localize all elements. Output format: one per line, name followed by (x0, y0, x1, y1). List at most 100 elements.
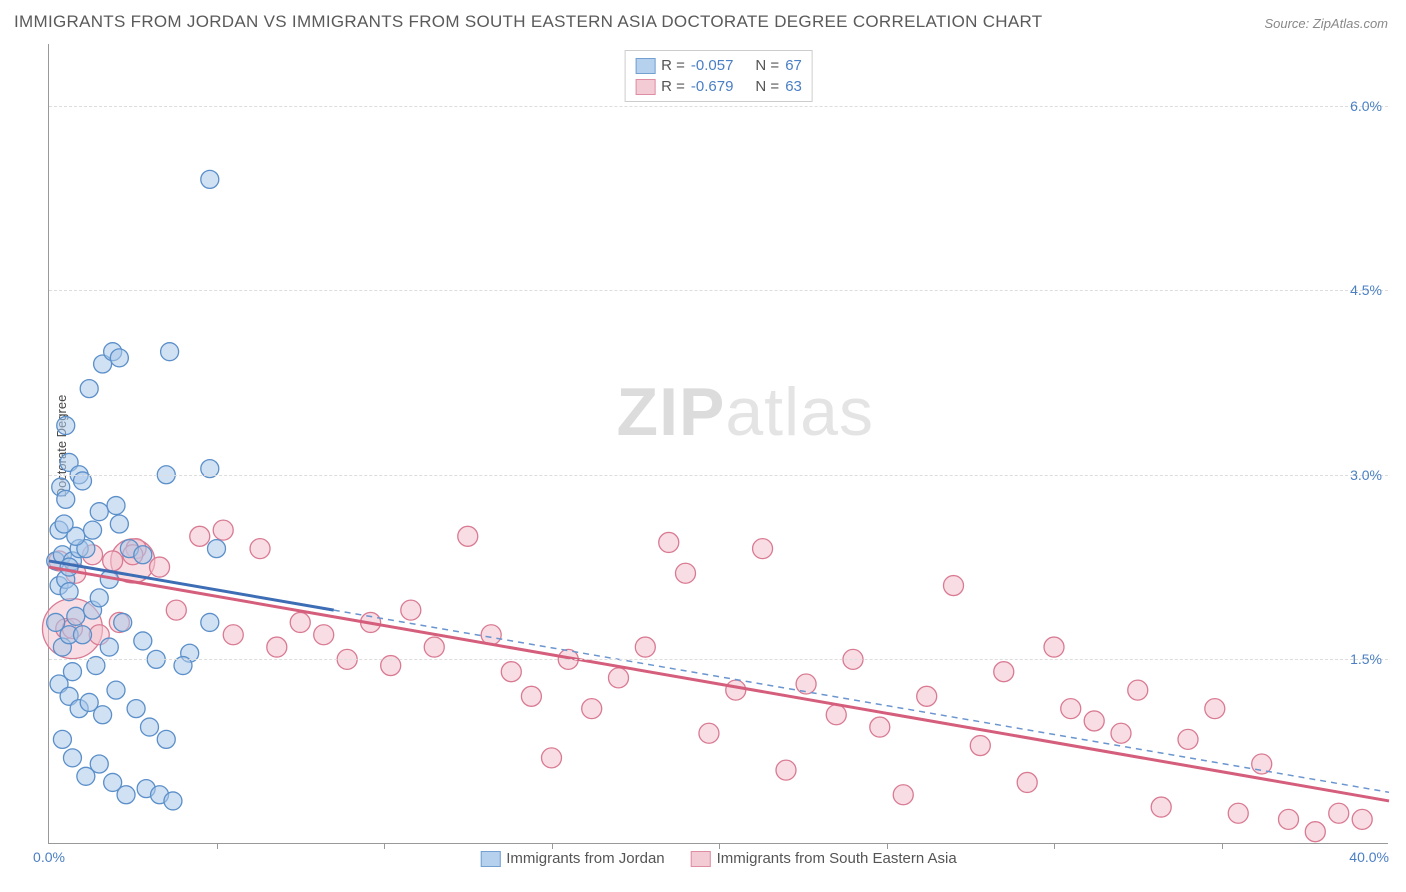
data-point (164, 792, 182, 810)
data-point (1178, 729, 1198, 749)
data-point (1352, 809, 1372, 829)
data-point (90, 755, 108, 773)
data-point (190, 526, 210, 546)
data-point (944, 576, 964, 596)
data-point (223, 625, 243, 645)
data-point (1128, 680, 1148, 700)
data-point (110, 515, 128, 533)
data-point (970, 736, 990, 756)
y-tick-label: 1.5% (1350, 651, 1382, 667)
x-tick (1222, 843, 1223, 849)
data-point (753, 539, 773, 559)
source-attribution: Source: ZipAtlas.com (1264, 16, 1388, 31)
data-point (57, 490, 75, 508)
legend-swatch (635, 79, 655, 95)
r-label: R = (661, 57, 685, 74)
stats-legend-box: R =-0.057N =67R =-0.679N =63 (624, 50, 813, 102)
data-point (609, 668, 629, 688)
data-point (893, 785, 913, 805)
data-point (917, 686, 937, 706)
data-point (726, 680, 746, 700)
n-label: N = (755, 78, 779, 95)
legend-swatch (691, 851, 711, 867)
n-value: 67 (785, 57, 802, 74)
data-point (1084, 711, 1104, 731)
data-point (94, 706, 112, 724)
data-point (1151, 797, 1171, 817)
data-point (107, 681, 125, 699)
data-point (1329, 803, 1349, 823)
data-point (90, 503, 108, 521)
data-point (250, 539, 270, 559)
chart-svg (49, 44, 1388, 843)
data-point (501, 662, 521, 682)
x-tick (1054, 843, 1055, 849)
data-point (1205, 699, 1225, 719)
gridline (49, 106, 1388, 107)
data-point (1305, 822, 1325, 842)
data-point (60, 583, 78, 601)
gridline (49, 290, 1388, 291)
chart-title: IMMIGRANTS FROM JORDAN VS IMMIGRANTS FRO… (14, 12, 1042, 32)
data-point (74, 626, 92, 644)
plot-area: ZIPatlas R =-0.057N =67R =-0.679N =63 Im… (48, 44, 1388, 844)
data-point (1279, 809, 1299, 829)
data-point (1017, 772, 1037, 792)
data-point (114, 613, 132, 631)
data-point (699, 723, 719, 743)
legend-item: Immigrants from Jordan (480, 850, 664, 867)
data-point (161, 343, 179, 361)
data-point (127, 700, 145, 718)
r-value: -0.679 (691, 78, 734, 95)
data-point (63, 663, 81, 681)
data-point (53, 730, 71, 748)
data-point (424, 637, 444, 657)
data-point (157, 730, 175, 748)
data-point (84, 521, 102, 539)
data-point (55, 515, 73, 533)
data-point (776, 760, 796, 780)
legend-swatch (635, 58, 655, 74)
x-tick (719, 843, 720, 849)
legend-label: Immigrants from South Eastern Asia (717, 850, 957, 867)
x-tick-label: 40.0% (1349, 849, 1389, 865)
data-point (401, 600, 421, 620)
data-point (57, 417, 75, 435)
x-tick (552, 843, 553, 849)
bottom-legend: Immigrants from Jordan Immigrants from So… (480, 850, 957, 867)
data-point (870, 717, 890, 737)
data-point (63, 749, 81, 767)
n-label: N = (755, 57, 779, 74)
data-point (134, 546, 152, 564)
data-point (521, 686, 541, 706)
y-tick-label: 3.0% (1350, 467, 1382, 483)
stats-row: R = -0.057 N = 67 (635, 55, 802, 76)
gridline (49, 475, 1388, 476)
r-value: -0.057 (691, 57, 734, 74)
stats-row: R =-0.679N =63 (635, 76, 802, 97)
data-point (1228, 803, 1248, 823)
x-tick (887, 843, 888, 849)
data-point (314, 625, 334, 645)
data-point (267, 637, 287, 657)
data-point (166, 600, 186, 620)
trend-line (49, 567, 1389, 801)
data-point (201, 170, 219, 188)
data-point (201, 613, 219, 631)
legend-swatch (480, 851, 500, 867)
data-point (80, 380, 98, 398)
legend-label: Immigrants from Jordan (506, 850, 664, 867)
data-point (994, 662, 1014, 682)
y-tick-label: 4.5% (1350, 282, 1382, 298)
data-point (117, 786, 135, 804)
data-point (796, 674, 816, 694)
data-point (208, 540, 226, 558)
x-tick (217, 843, 218, 849)
trend-line (334, 610, 1389, 792)
gridline (49, 659, 1388, 660)
data-point (103, 551, 123, 571)
data-point (213, 520, 233, 540)
data-point (458, 526, 478, 546)
data-point (141, 718, 159, 736)
data-point (1061, 699, 1081, 719)
